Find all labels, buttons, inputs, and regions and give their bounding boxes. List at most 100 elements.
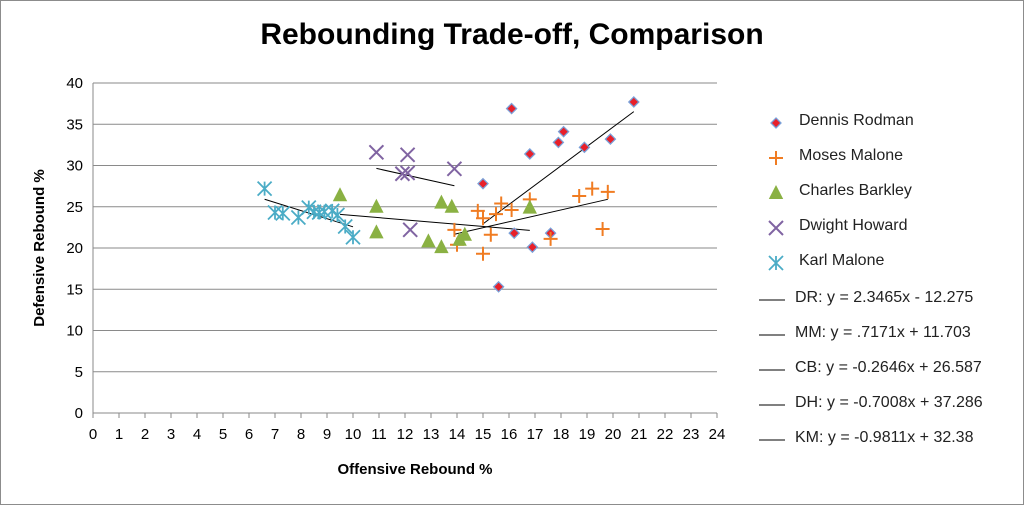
data-point [523,148,536,160]
x-tick-label: 23 [683,426,700,443]
x-tick-label: 11 [371,426,387,443]
legend-trendline-label: DR: y = 2.3465x - 12.275 [795,289,974,306]
y-tick-label: 40 [66,75,83,92]
data-point [526,241,539,254]
data-point [585,181,600,196]
legend-trendline-item: KM: y = -0.9811x + 32.38 [755,423,1020,453]
x-tick-label: 21 [631,426,648,443]
legend-trendline-item: DR: y = 2.3465x - 12.275 [755,283,1020,313]
legend-trendline-item: DH: y = -0.7008x + 37.286 [755,388,1020,418]
x-tick-label: 10 [345,426,362,443]
y-tick-label: 35 [66,116,83,133]
data-point [399,147,416,163]
y-tick-label: 30 [66,158,83,175]
legend-line-swatch [759,334,785,336]
data-point [578,141,591,154]
data-point [402,222,418,238]
legend-trendline-item: CB: y = -0.2646x + 26.587 [755,353,1020,383]
data-point [369,198,384,213]
legend-item: Moses Malone [755,141,1020,171]
data-point [434,239,449,254]
y-tick-label: 20 [66,240,83,257]
data-point [332,187,348,202]
data-point [600,184,615,199]
legend-trendline-label: KM: y = -0.9811x + 32.38 [795,429,974,446]
x-tick-label: 24 [709,426,726,443]
x-tick-label: 13 [423,426,440,443]
x-tick-label: 17 [527,426,544,443]
data-point [483,227,498,242]
x-tick-label: 18 [553,426,570,443]
data-point [543,231,558,246]
x-tick-label: 14 [449,426,466,443]
data-point [447,222,462,237]
data-point [476,211,490,226]
legend-line-swatch [759,439,785,441]
data-point [368,144,385,161]
y-tick-label: 10 [66,323,83,340]
legend-trendline-label: MM: y = .7171x + 11.703 [795,324,971,341]
data-point [444,198,459,213]
data-point [434,194,449,209]
legend-marker [768,255,784,271]
trendline [454,198,608,235]
y-axis-title: Defensive Rebound % [31,169,48,327]
data-point [446,161,463,177]
x-tick-label: 6 [245,426,253,443]
data-point [337,218,353,235]
x-tick-label: 8 [297,426,305,443]
data-point [421,233,436,248]
data-point [394,166,411,182]
data-point [399,165,416,181]
legend-label: Karl Malone [799,252,885,269]
data-point [604,133,617,146]
data-point [557,125,570,138]
data-point [476,246,490,261]
data-point [470,203,485,218]
x-tick-label: 20 [605,426,622,443]
data-point [345,229,361,245]
data-point [457,226,472,241]
y-tick-label: 25 [66,199,83,216]
x-tick-label: 16 [501,426,518,443]
x-tick-label: 5 [219,426,227,443]
data-point [329,207,346,223]
trendline [482,111,635,225]
data-point [505,102,518,115]
y-tick-label: 15 [66,281,83,298]
legend-line-swatch [759,369,785,371]
data-points [256,96,640,293]
data-point [494,196,509,211]
x-tick-label: 3 [167,426,175,443]
legend-line-swatch [759,299,785,301]
data-point [572,189,587,204]
legend-label: Charles Barkley [799,182,912,199]
x-tick-label: 15 [475,426,492,443]
chart-title: Rebounding Trade-off, Comparison [260,18,764,51]
data-point [522,199,537,214]
legend-marker [769,151,783,165]
data-point [627,96,640,108]
data-point [256,180,273,197]
x-tick-label: 22 [657,426,674,443]
legend-item: Karl Malone [755,246,1020,276]
data-point [595,222,610,237]
data-point [504,203,519,218]
legend-marker-shape [770,117,782,129]
legend-marker-shape [768,185,784,199]
y-tick-label: 0 [75,405,83,422]
legend-marker-shape [768,255,784,271]
data-point [552,136,565,149]
legend-item: Charles Barkley [755,176,1020,206]
x-axis-title: Offensive Rebound % [337,461,492,478]
data-point [492,280,505,293]
legend-label: Dennis Rodman [799,112,914,129]
legend-item: Dennis Rodman [755,106,1020,136]
x-tick-label: 9 [323,426,331,443]
data-point [489,207,503,222]
x-tick-label: 0 [89,426,97,443]
x-tick-label: 12 [397,426,414,443]
